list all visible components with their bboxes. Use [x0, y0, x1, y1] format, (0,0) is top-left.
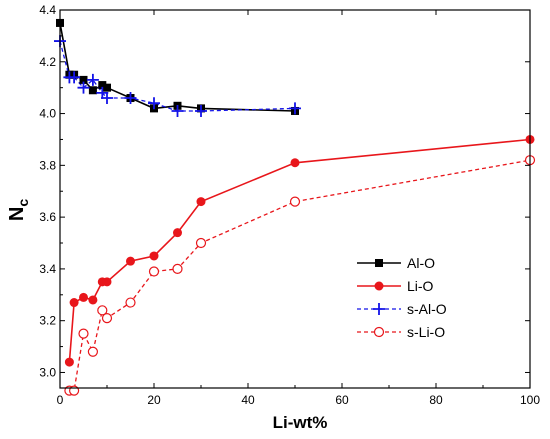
- legend-label-al-o: Al-O: [407, 255, 435, 271]
- y-tick-label: 3.8: [39, 158, 56, 172]
- data-point-li-o: [149, 251, 159, 261]
- x-tick-label: 60: [335, 393, 349, 407]
- x-tick-label: 0: [57, 393, 64, 407]
- legend-marker-s-al-o: [373, 303, 385, 315]
- legend-marker-al-o: [375, 259, 383, 267]
- y-tick-label: 3.6: [39, 210, 56, 224]
- data-point-s-li-o: [172, 263, 183, 275]
- data-point-s-li-o: [148, 266, 160, 277]
- y-axis-title: Nc: [6, 199, 31, 221]
- legend-label-li-o: Li-O: [407, 278, 434, 294]
- data-point-s-li-o: [78, 328, 89, 339]
- legend-marker-li-o: [374, 281, 384, 291]
- legend-label-s-li-o: s-Li-O: [407, 324, 445, 340]
- y-axis-title-subscript: c: [15, 199, 31, 207]
- data-point-s-li-o: [101, 312, 113, 324]
- data-point-s-al-o: [101, 92, 113, 105]
- data-point-al-o: [103, 83, 111, 92]
- y-tick-label: 3.4: [39, 262, 56, 276]
- x-tick-label: 40: [241, 393, 255, 407]
- data-point-s-li-o: [289, 196, 301, 207]
- data-point-li-o: [69, 298, 79, 308]
- x-tick-label: 80: [429, 393, 443, 407]
- data-point-li-o: [196, 197, 206, 207]
- data-point-li-o: [88, 295, 98, 305]
- plot-layer: [54, 18, 536, 396]
- legend: Al-O Li-O s-Al-O s-Li-O: [357, 255, 447, 340]
- series-line-s-al-o: [59, 40, 296, 112]
- x-tick-label: 20: [147, 393, 161, 407]
- x-tick-label: 100: [520, 393, 540, 407]
- data-point-li-o: [126, 256, 135, 266]
- data-point-li-o: [64, 357, 74, 367]
- data-point-s-li-o: [97, 305, 108, 316]
- legend-marker-s-li-o: [373, 326, 385, 338]
- series-line-al-o: [59, 22, 296, 112]
- data-point-s-li-o: [125, 297, 136, 308]
- series-line-li-o: [68, 138, 531, 363]
- data-point-s-al-o: [86, 73, 99, 86]
- y-tick-label: 3.0: [39, 365, 56, 379]
- data-point-li-o: [79, 292, 88, 302]
- data-point-al-o: [98, 81, 107, 90]
- data-point-li-o: [290, 158, 300, 168]
- data-point-al-o: [88, 86, 97, 95]
- data-point-s-al-o: [124, 92, 137, 105]
- data-point-s-al-o: [171, 104, 184, 117]
- legend-label-s-al-o: s-Al-O: [407, 301, 447, 317]
- y-tick-label: 3.2: [39, 314, 56, 328]
- data-point-s-li-o: [195, 237, 207, 249]
- data-point-s-al-o: [68, 71, 81, 84]
- y-tick-label: 4.4: [39, 3, 56, 17]
- y-tick-label: 4.2: [39, 55, 56, 69]
- x-axis-title: Li-wt%: [273, 413, 328, 432]
- data-point-s-li-o: [87, 346, 99, 357]
- data-point-li-o: [173, 228, 182, 238]
- y-tick-label: 4.0: [39, 107, 56, 121]
- series-line-s-li-o: [69, 159, 531, 392]
- data-point-al-o: [79, 75, 88, 84]
- data-point-li-o: [102, 277, 112, 287]
- axis-layer: 0 20 40 60 80 100 3.0 3.2 3.4 3.6 3.8 4.0 4.2 4.4: [39, 3, 540, 407]
- y-axis-title-main: N: [6, 207, 28, 221]
- data-point-s-al-o: [77, 81, 90, 94]
- data-point-s-al-o: [195, 104, 207, 117]
- data-point-s-al-o: [148, 97, 160, 110]
- data-point-s-al-o: [289, 102, 301, 115]
